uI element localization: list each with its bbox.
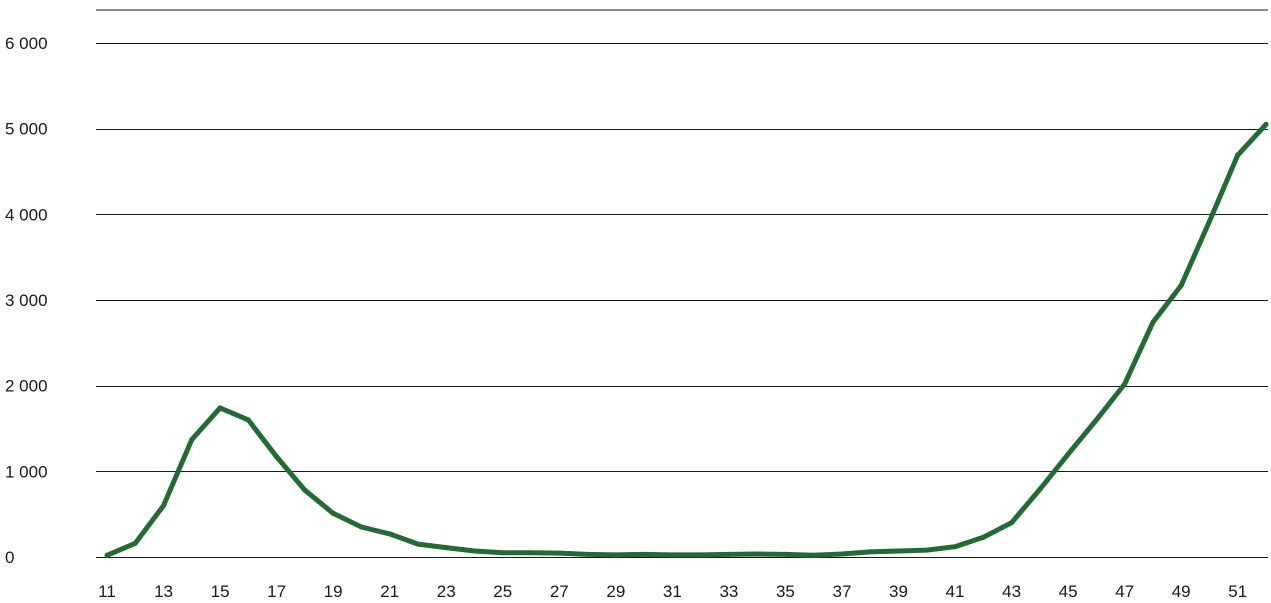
y-tick-label: 6 000	[5, 34, 48, 53]
data-point	[358, 524, 364, 530]
data-point	[1122, 381, 1128, 387]
x-tick-label: 41	[946, 582, 965, 601]
x-tick-label: 47	[1115, 582, 1134, 601]
x-tick-label: 37	[833, 582, 852, 601]
data-point	[1263, 121, 1269, 127]
data-point	[669, 552, 675, 558]
data-point	[980, 534, 986, 540]
x-tick-label: 33	[719, 582, 738, 601]
x-tick-label: 13	[154, 582, 173, 601]
x-tick-label: 43	[1002, 582, 1021, 601]
data-point	[302, 487, 308, 493]
data-point	[528, 550, 534, 556]
y-tick-label: 0	[5, 548, 14, 567]
y-tick-label: 1 000	[5, 462, 48, 481]
y-tick-label: 5 000	[5, 120, 48, 139]
grid-lines	[96, 9, 1268, 558]
data-point	[811, 552, 817, 558]
data-point	[443, 545, 449, 551]
data-point	[698, 552, 704, 558]
series-layer	[104, 121, 1269, 558]
data-point	[274, 454, 280, 460]
series-line	[104, 121, 1269, 558]
data-point	[500, 550, 506, 556]
data-point	[415, 541, 421, 547]
data-point	[1207, 218, 1212, 224]
data-point	[585, 551, 591, 557]
y-tick-label: 2 000	[5, 377, 48, 396]
x-tick-label: 35	[776, 582, 795, 601]
data-point	[613, 552, 619, 558]
x-tick-label: 31	[663, 582, 682, 601]
x-tick-label: 45	[1059, 582, 1078, 601]
y-tick-label: 4 000	[5, 205, 48, 224]
x-tick-label: 29	[606, 582, 625, 601]
data-point	[472, 548, 477, 554]
data-point	[1178, 282, 1184, 288]
x-tick-label: 25	[493, 582, 512, 601]
x-tick-label: 39	[889, 582, 908, 601]
data-point	[726, 551, 732, 557]
data-point	[217, 405, 223, 411]
data-point	[132, 540, 138, 546]
data-point	[867, 549, 873, 555]
data-point	[556, 550, 562, 556]
data-point	[1235, 152, 1241, 158]
data-point	[189, 437, 195, 443]
data-point	[782, 551, 788, 557]
data-point	[1065, 451, 1071, 457]
x-axis-tick-labels: 11 13 15 17 19 21 23 25 27 29 31 33 35 37 39 41 43 45 47 49…	[98, 582, 1247, 601]
x-tick-label: 49	[1172, 582, 1191, 601]
y-axis-tick-labels: 0 1 000 2 000 3 000 4 000 5 000 6 000	[5, 34, 48, 567]
data-point	[952, 544, 958, 550]
data-point	[330, 510, 336, 516]
x-tick-label: 15	[211, 582, 230, 601]
x-tick-label: 27	[550, 582, 569, 601]
x-tick-label: 51	[1228, 582, 1247, 601]
data-point	[1009, 520, 1015, 526]
data-point	[641, 551, 647, 557]
x-tick-label: 21	[380, 582, 399, 601]
data-point	[1150, 319, 1156, 325]
data-point	[754, 551, 760, 557]
data-point	[1093, 417, 1099, 423]
x-tick-label: 23	[437, 582, 456, 601]
data-point	[924, 547, 930, 553]
data-point	[161, 503, 166, 509]
data-point	[104, 552, 110, 558]
data-point	[839, 551, 845, 557]
x-tick-label: 11	[98, 582, 116, 601]
x-tick-label: 19	[324, 582, 343, 601]
data-point	[1037, 486, 1043, 492]
y-tick-label: 3 000	[5, 291, 48, 310]
data-point	[896, 548, 901, 554]
data-point	[245, 417, 251, 423]
x-tick-label: 17	[267, 582, 286, 601]
data-point	[387, 531, 393, 537]
